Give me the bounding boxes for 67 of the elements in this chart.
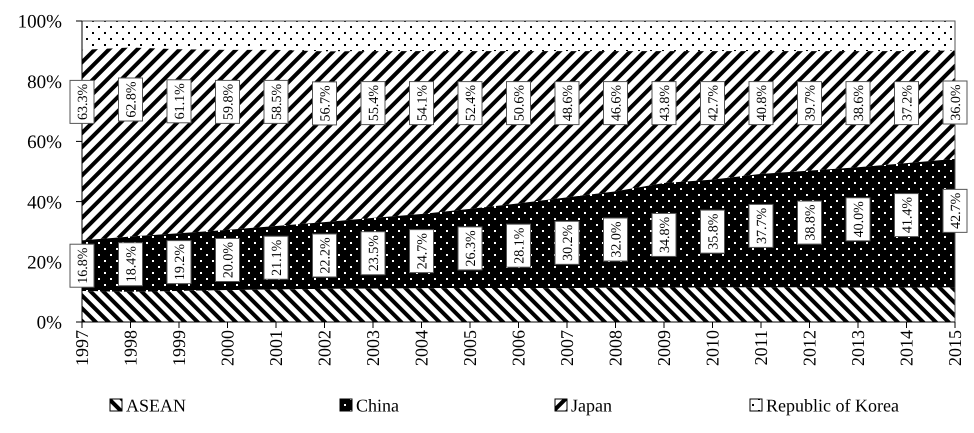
data-label: 19.2% [173, 244, 188, 280]
data-label: 32.0% [610, 221, 624, 258]
y-tick-label: 60% [27, 132, 62, 154]
data-label: 22.2% [318, 237, 334, 274]
legend-label: Republic of Korea [766, 395, 899, 416]
data-label: 26.3% [464, 230, 479, 266]
data-label: 38.6% [852, 84, 867, 122]
x-tick-label: 1998 [120, 330, 140, 366]
data-label: 37.2% [900, 84, 916, 122]
x-tick-label: 2000 [218, 330, 238, 366]
x-tick-label: 2014 [896, 330, 916, 366]
data-label: 46.6% [610, 84, 624, 122]
x-tick-label: 2005 [460, 330, 480, 366]
x-tick-label: 2006 [508, 330, 528, 366]
data-label: 34.8% [658, 216, 673, 254]
data-label: 23.5% [367, 234, 382, 272]
data-label: 37.7% [755, 207, 770, 244]
data-label: 59.8% [222, 83, 236, 120]
x-tick-label: 2011 [751, 330, 771, 366]
data-label: 39.7% [804, 84, 818, 122]
data-label: 50.6% [512, 84, 528, 122]
data-label: 28.1% [512, 227, 528, 264]
x-tick-label: 2004 [412, 330, 432, 366]
data-label: 35.8% [706, 213, 722, 250]
data-label: 61.1% [173, 82, 188, 120]
y-tick-label: 100% [18, 12, 62, 33]
x-tick-label: 2012 [800, 330, 820, 366]
y-tick-label: 0% [36, 312, 62, 334]
y-tick-label: 20% [27, 252, 62, 274]
data-label: 48.6% [561, 84, 576, 122]
x-tick-label: 2008 [606, 330, 626, 366]
data-label: 24.7% [416, 232, 430, 270]
x-tick-label: 2002 [314, 330, 334, 366]
y-tick-label: 80% [27, 72, 62, 93]
data-label: 16.8% [76, 247, 91, 284]
data-label: 62.8% [124, 81, 140, 118]
data-label: 52.4% [464, 84, 479, 122]
data-label: 55.4% [367, 84, 382, 122]
x-tick-label: 2010 [702, 330, 722, 366]
x-tick-label: 2013 [848, 330, 868, 366]
x-tick-label: 1997 [72, 330, 92, 366]
data-label: 30.2% [561, 224, 576, 261]
x-tick-label: 2009 [654, 330, 674, 366]
data-label: 20.0% [222, 242, 236, 278]
legend-label: ASEAN [126, 395, 186, 416]
x-tick-label: 2003 [363, 330, 383, 366]
data-label: 54.1% [416, 84, 430, 122]
data-label: 40.0% [852, 200, 867, 238]
data-label: 41.4% [900, 196, 916, 234]
x-tick-label: 2007 [557, 330, 577, 366]
data-label: 42.7% [949, 192, 964, 229]
data-label: 21.1% [270, 239, 285, 276]
data-label: 42.7% [706, 84, 722, 122]
data-label: 43.8% [658, 84, 673, 122]
data-label: 18.4% [124, 246, 140, 282]
x-tick-label: 1999 [169, 330, 189, 366]
data-label: 58.5% [270, 83, 285, 120]
y-tick-label: 40% [27, 192, 62, 214]
data-label: 38.8% [804, 204, 818, 241]
data-label: 36.0% [949, 84, 964, 121]
data-label: 56.7% [318, 84, 334, 122]
x-tick-label: 2015 [945, 330, 965, 366]
x-tick-label: 2001 [266, 330, 286, 366]
data-label: 63.3% [76, 83, 91, 120]
legend-label: Japan [571, 395, 612, 416]
legend-label: China [356, 395, 400, 416]
data-label: 40.8% [755, 84, 770, 122]
